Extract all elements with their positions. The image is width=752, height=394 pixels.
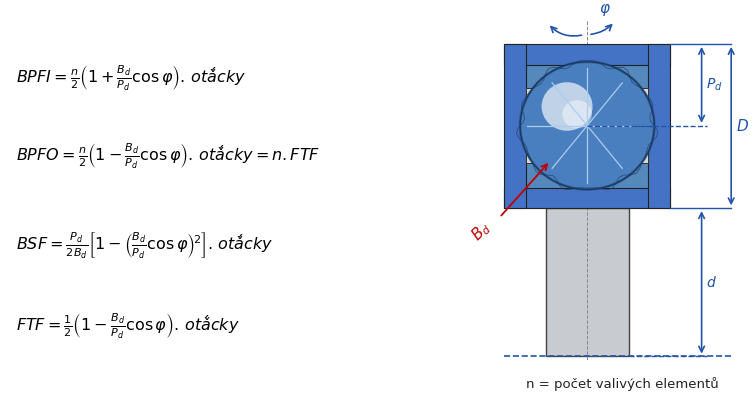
Text: $BSF = \frac{P_d}{2B_d}\left[1 - \left(\frac{B_d}{P_d}\cos\varphi\right)^{\!2}\r: $BSF = \frac{P_d}{2B_d}\left[1 - \left(\…	[17, 230, 274, 260]
Circle shape	[541, 82, 593, 131]
Text: $B_d$: $B_d$	[468, 218, 495, 245]
Circle shape	[562, 100, 592, 128]
Text: $BPFI = \frac{n}{2}\left(1 + \frac{B_d}{P_d}\cos\varphi\right).\,ot\acute{a}\che: $BPFI = \frac{n}{2}\left(1 + \frac{B_d}{…	[17, 64, 247, 93]
Circle shape	[520, 62, 654, 190]
Bar	[526, 88, 544, 163]
Bar	[648, 44, 670, 208]
Bar	[505, 188, 670, 208]
Text: $BPFO = \frac{n}{2}\left(1 - \frac{B_d}{P_d}\cos\varphi\right).\,ot\acute{a}\che: $BPFO = \frac{n}{2}\left(1 - \frac{B_d}{…	[17, 141, 320, 171]
Bar	[526, 65, 648, 188]
Text: $FTF = \frac{1}{2}\left(1 - \frac{B_d}{P_d}\cos\varphi\right).\,ot\acute{a}\chec: $FTF = \frac{1}{2}\left(1 - \frac{B_d}{P…	[17, 312, 240, 341]
Bar	[631, 88, 648, 163]
Bar	[505, 44, 526, 208]
Text: $\varphi$: $\varphi$	[599, 2, 611, 18]
Text: $D$: $D$	[736, 118, 749, 134]
Bar	[505, 44, 670, 65]
Text: n = počet valivých elementů: n = počet valivých elementů	[526, 377, 719, 391]
Text: $P_d$: $P_d$	[705, 76, 722, 93]
Text: $d$: $d$	[705, 275, 717, 290]
Bar	[546, 208, 629, 357]
